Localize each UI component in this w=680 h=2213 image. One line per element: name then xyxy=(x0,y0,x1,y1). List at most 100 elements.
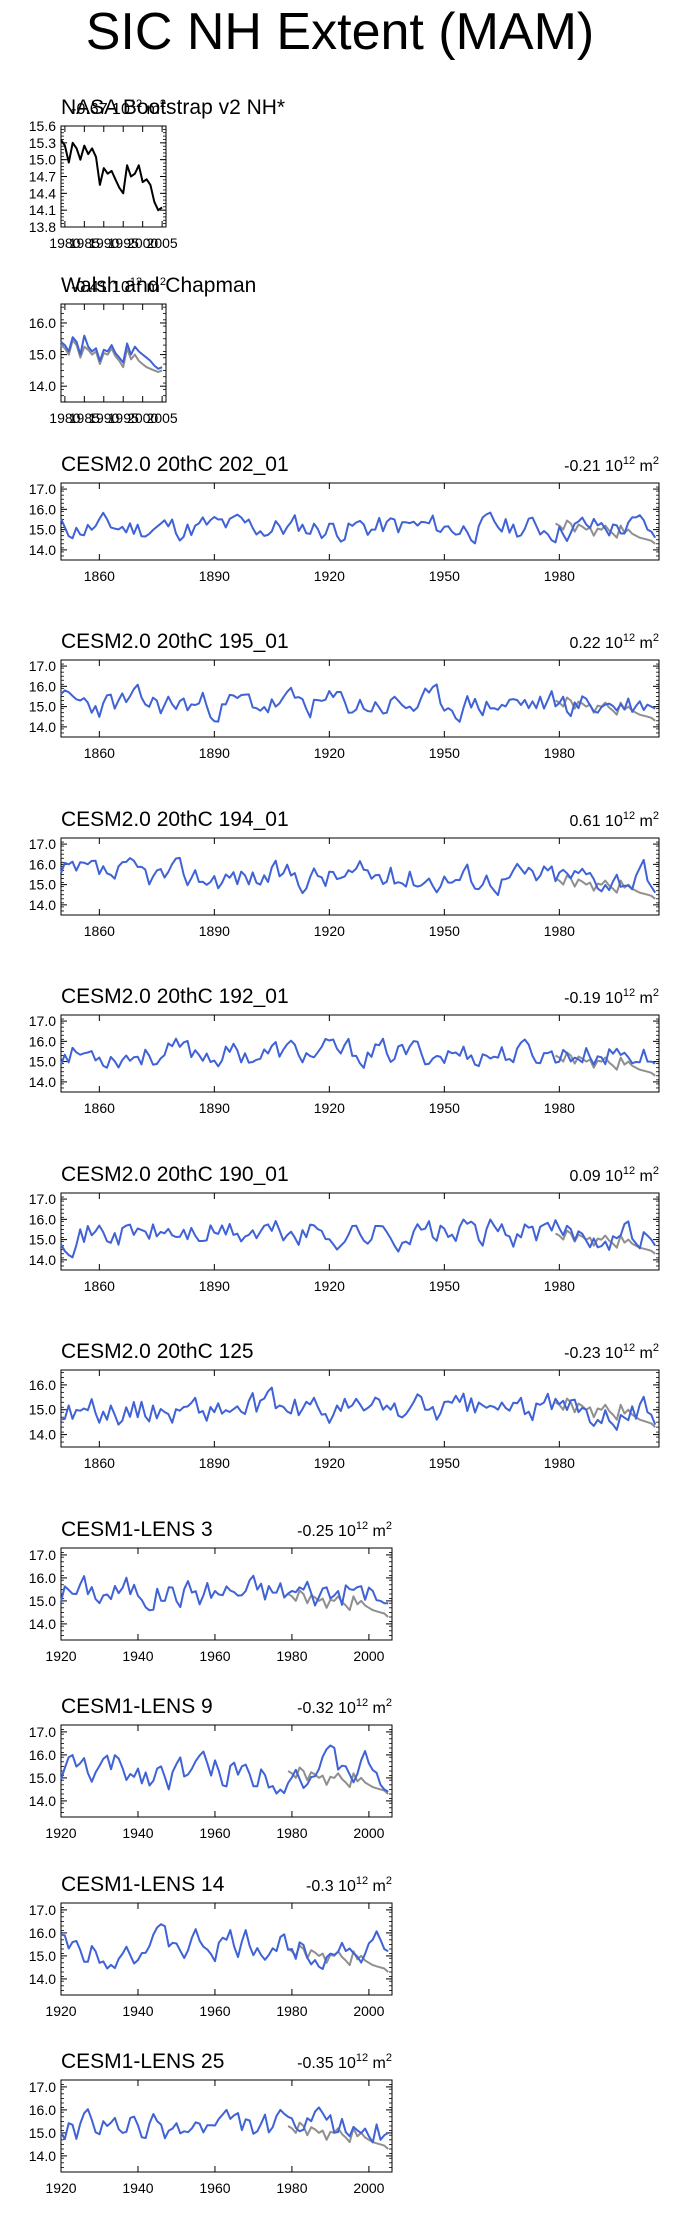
x-tick-label: 1920 xyxy=(314,745,345,761)
chart-panel-2: Walsh and Chapman-0.41 1012 m2 14.0 15.0 16… xyxy=(29,274,257,426)
chart-panel-11: CESM1-LENS 14 -0.3 1012 m2 14.0 15.0 16.0 17.… xyxy=(29,1873,393,2019)
x-tick-label: 1920 xyxy=(314,923,345,939)
y-tick-label: 16.0 xyxy=(29,1211,56,1227)
x-tick-label: 1860 xyxy=(84,1100,115,1116)
x-tick-label: 1990 xyxy=(88,410,119,426)
series-line xyxy=(60,1923,389,1970)
y-tick-label: 16.0 xyxy=(29,501,56,517)
y-tick-label: 17.0 xyxy=(29,1902,56,1918)
panel-title: CESM1-LENS 14 xyxy=(61,1873,225,1896)
x-tick-label: 1980 xyxy=(544,1278,575,1294)
y-tick-label: 17.0 xyxy=(29,1547,56,1563)
series-line xyxy=(60,1218,657,1259)
y-tick-label: 14.0 xyxy=(29,719,56,735)
panel-title: CESM2.0 20thC 195_01 xyxy=(61,630,289,653)
trend-value: -0.67 1012 m2 xyxy=(71,98,166,118)
y-tick-label: 15.0 xyxy=(29,1232,56,1248)
plot-frame xyxy=(60,659,660,738)
series-line xyxy=(60,1386,657,1431)
plot-frame xyxy=(60,1014,660,1093)
trend-value: -0.32 1012 m2 xyxy=(297,1697,392,1717)
y-tick-label: 16.0 xyxy=(29,1747,56,1763)
y-tick-label: 14.0 xyxy=(29,1074,56,1090)
x-tick-label: 1890 xyxy=(199,745,230,761)
x-tick-label: 1860 xyxy=(84,1455,115,1471)
x-tick-label: 1950 xyxy=(429,923,460,939)
series-line xyxy=(60,1037,656,1069)
y-tick-label: 14.0 xyxy=(29,1252,56,1268)
y-tick-label: 16.0 xyxy=(29,1033,56,1049)
y-tick-label: 15.3 xyxy=(29,135,56,151)
trend-value: 0.61 1012 m2 xyxy=(569,810,659,830)
y-tick-label: 17.0 xyxy=(29,1724,56,1740)
y-tick-label: 17.0 xyxy=(29,481,56,497)
plot-frame xyxy=(60,303,167,403)
x-tick-label: 1980 xyxy=(544,745,575,761)
series-line xyxy=(60,683,656,723)
x-tick-label: 1980 xyxy=(544,1455,575,1471)
plot-frame xyxy=(60,482,660,561)
chart-panel-6: CESM2.0 20thC 192_01 -0.19 1012 m2 14.0 15.… xyxy=(29,985,660,1116)
x-tick-label: 1980 xyxy=(49,410,80,426)
chart-panel-8: CESM2.0 20thC 125 -0.23 1012 m2 14.0 15.0 16… xyxy=(29,1340,660,1471)
panel-title: CESM2.0 20thC 202_01 xyxy=(61,453,289,476)
x-tick-label: 1985 xyxy=(69,410,100,426)
chart-panel-10: CESM1-LENS 9 -0.32 1012 m2 14.0 15.0 16.0 17.… xyxy=(29,1695,393,1841)
y-tick-label: 15.0 xyxy=(29,1770,56,1786)
y-tick-label: 16.0 xyxy=(29,678,56,694)
x-tick-label: 1980 xyxy=(276,1825,307,1841)
y-tick-label: 14.4 xyxy=(29,185,56,201)
panel-title: NASA Bootstrap v2 NH* xyxy=(61,96,285,119)
x-tick-label: 2000 xyxy=(127,410,158,426)
y-tick-label: 14.0 xyxy=(29,1971,56,1987)
series-line xyxy=(60,2106,389,2144)
series-line xyxy=(60,511,657,545)
series-line xyxy=(555,696,656,722)
series-line xyxy=(60,1744,389,1795)
x-tick-label: 1960 xyxy=(199,2180,230,2196)
x-tick-label: 1860 xyxy=(84,745,115,761)
panel-title: CESM1-LENS 3 xyxy=(61,1518,213,1541)
x-tick-label: 1890 xyxy=(199,923,230,939)
x-tick-label: 1940 xyxy=(122,1825,153,1841)
trend-value: -0.21 1012 m2 xyxy=(564,455,659,475)
trend-value: -0.25 1012 m2 xyxy=(297,1520,392,1540)
y-tick-label: 16.0 xyxy=(29,1570,56,1586)
panel-title: CESM1-LENS 9 xyxy=(61,1695,213,1718)
series-line xyxy=(60,334,163,370)
y-tick-label: 15.0 xyxy=(29,1402,56,1418)
x-tick-label: 2000 xyxy=(353,2003,384,2019)
x-tick-label: 1890 xyxy=(199,1455,230,1471)
x-tick-label: 1950 xyxy=(429,1278,460,1294)
x-tick-label: 1980 xyxy=(544,568,575,584)
x-tick-label: 1950 xyxy=(429,745,460,761)
x-tick-label: 1890 xyxy=(199,1278,230,1294)
y-tick-label: 17.0 xyxy=(29,1191,56,1207)
y-tick-label: 15.6 xyxy=(29,118,56,134)
series-line xyxy=(60,139,163,212)
x-tick-label: 1920 xyxy=(314,1100,345,1116)
x-tick-label: 1890 xyxy=(199,1100,230,1116)
plot-frame xyxy=(60,2079,393,2173)
y-tick-label: 14.0 xyxy=(29,542,56,558)
trend-value: -0.23 1012 m2 xyxy=(564,1342,659,1362)
x-tick-label: 1980 xyxy=(544,1100,575,1116)
trend-value: 0.22 1012 m2 xyxy=(569,632,659,652)
chart-panel-3: CESM2.0 20thC 202_01 -0.21 1012 m2 14.0 15.… xyxy=(29,453,660,584)
trend-value: -0.35 1012 m2 xyxy=(297,2052,392,2072)
x-tick-label: 2000 xyxy=(127,235,158,251)
y-tick-label: 15.0 xyxy=(29,347,56,363)
x-tick-label: 1960 xyxy=(199,1825,230,1841)
y-tick-label: 16.0 xyxy=(29,1377,56,1393)
y-tick-label: 14.0 xyxy=(29,897,56,913)
x-tick-label: 1980 xyxy=(276,2003,307,2019)
chart-panel-9: CESM1-LENS 3 -0.25 1012 m2 14.0 15.0 16.0 17.… xyxy=(29,1518,393,1664)
x-tick-label: 1985 xyxy=(69,235,100,251)
x-tick-label: 1860 xyxy=(84,568,115,584)
chart-panel-5: CESM2.0 20thC 194_01 0.61 1012 m2 14.0 15.0… xyxy=(29,808,660,939)
x-tick-label: 1950 xyxy=(429,1100,460,1116)
x-tick-label: 1940 xyxy=(122,1648,153,1664)
y-tick-label: 16.0 xyxy=(29,856,56,872)
y-tick-label: 14.0 xyxy=(29,1616,56,1632)
